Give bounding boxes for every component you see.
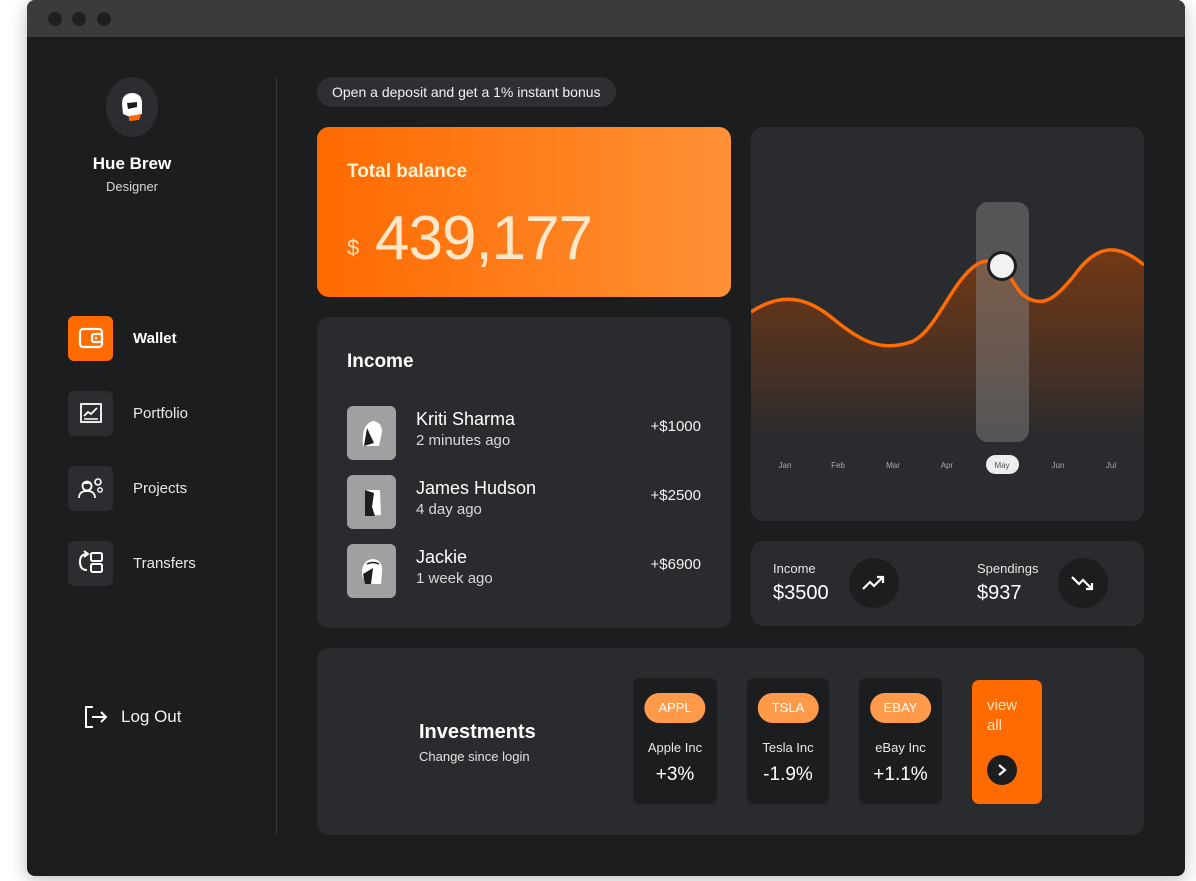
income-time: 1 week ago [416, 570, 493, 587]
income-amount: +$1000 [650, 418, 701, 435]
wallet-icon [68, 315, 113, 361]
total-balance-card: Total balance $ 439,177 [317, 127, 731, 297]
company-name: Tesla Inc [762, 740, 814, 755]
balance-chart-card: Jan Feb Mar Apr May Jun Jul [751, 127, 1144, 521]
logout-button[interactable]: Log Out [83, 704, 182, 730]
investments-card: Investments Change since login APPL Appl… [317, 648, 1144, 835]
view-all-button[interactable]: view all [972, 680, 1042, 804]
worker-gear-icon [68, 465, 113, 511]
avatar [347, 475, 396, 529]
selected-month-highlight [976, 202, 1029, 442]
income-amount: +$2500 [650, 487, 701, 504]
income-spendings-card: Income $3500 Spendings $937 [751, 541, 1144, 626]
month-label-may[interactable]: May [994, 461, 1009, 470]
income-card: Income Kriti Sharma 2 minutes ago +$1000… [317, 317, 731, 628]
income-title: Income [347, 351, 414, 372]
avatar [347, 544, 396, 598]
month-label-jul: Jul [1106, 461, 1116, 470]
window-maximize-dot[interactable] [97, 12, 111, 26]
income-time: 4 day ago [416, 501, 482, 518]
selected-month-pill [986, 455, 1019, 474]
balance-currency: $ [347, 235, 360, 260]
window-titlebar [27, 0, 1185, 37]
chart-marker-inner [990, 254, 1014, 278]
sidebar-item-portfolio[interactable]: Portfolio [68, 390, 188, 436]
investments-subtitle: Change since login [419, 749, 530, 764]
change-percent: +3% [655, 764, 695, 785]
sidebar-item-label: Wallet [133, 329, 177, 347]
transfer-icon [68, 540, 113, 586]
sidebar-item-label: Projects [133, 479, 188, 497]
app-window: Hue Brew Designer Wallet Portfolio Proje… [27, 0, 1185, 876]
trending-up-icon[interactable] [849, 558, 899, 608]
income-time: 2 minutes ago [416, 432, 511, 449]
change-percent: +1.1% [873, 764, 928, 785]
ticker-badge: EBAY [869, 693, 932, 723]
window-minimize-dot[interactable] [72, 12, 86, 26]
list-item[interactable]: James Hudson 4 day ago +$2500 [347, 475, 701, 529]
user-avatar[interactable] [106, 77, 158, 137]
view-all-label: view all [987, 697, 1018, 734]
company-name: eBay Inc [875, 740, 926, 755]
investment-tile-ebay[interactable]: EBAY eBay Inc +1.1% [859, 678, 942, 804]
income-amount: +$6900 [650, 556, 701, 573]
avatar [347, 406, 396, 460]
sidebar-item-transfers[interactable]: Transfers [68, 540, 196, 586]
investment-tile-tsla[interactable]: TSLA Tesla Inc -1.9% [747, 678, 829, 804]
chart-area [751, 249, 1144, 437]
person-icon [361, 559, 382, 584]
promo-banner[interactable]: Open a deposit and get a 1% instant bonu… [317, 77, 616, 107]
income-stat-label: Income [773, 561, 816, 576]
list-item[interactable]: Jackie 1 week ago +$6900 [347, 544, 701, 598]
sidebar-item-projects[interactable]: Projects [68, 465, 187, 511]
user-name: Hue Brew [92, 154, 172, 173]
income-name: Jackie [416, 547, 468, 567]
balance-chart[interactable]: Jan Feb Mar Apr May Jun Jul [751, 127, 1144, 521]
avatar-icon [122, 93, 142, 121]
spendings-stat-label: Spendings [977, 561, 1039, 576]
change-percent: -1.9% [763, 764, 813, 785]
month-label-apr: Apr [941, 461, 954, 470]
balance-amount: 439,177 [375, 204, 593, 273]
person-icon [362, 421, 382, 446]
month-label-mar: Mar [886, 461, 900, 470]
sidebar-divider [276, 77, 277, 835]
income-stat-value: $3500 [773, 582, 829, 604]
chevron-right-icon[interactable] [987, 755, 1017, 785]
window-close-dot[interactable] [48, 12, 62, 26]
sidebar-item-wallet[interactable]: Wallet [68, 315, 177, 361]
month-label-jun: Jun [1052, 461, 1065, 470]
user-role: Designer [105, 179, 159, 194]
trending-down-icon[interactable] [1058, 558, 1108, 608]
spendings-stat-value: $937 [977, 582, 1022, 604]
list-item[interactable]: Kriti Sharma 2 minutes ago +$1000 [347, 406, 701, 460]
sidebar-item-label: Portfolio [133, 404, 189, 422]
logout-icon [85, 706, 108, 728]
ticker-badge: TSLA [757, 693, 819, 723]
company-name: Apple Inc [647, 740, 703, 755]
month-label-feb: Feb [831, 461, 845, 470]
ticker-badge: APPL [644, 693, 706, 723]
month-label-jan: Jan [779, 461, 792, 470]
sidebar-item-label: Transfers [133, 554, 196, 572]
balance-title: Total balance [347, 161, 468, 182]
logout-label: Log Out [121, 707, 182, 726]
investments-title: Investments [419, 721, 536, 743]
income-name: Kriti Sharma [416, 409, 516, 429]
income-name: James Hudson [416, 478, 537, 498]
chart-line-icon [68, 390, 113, 436]
person-icon [364, 490, 381, 516]
chart-line [751, 248, 1144, 348]
investment-tile-appl[interactable]: APPL Apple Inc +3% [633, 678, 717, 804]
